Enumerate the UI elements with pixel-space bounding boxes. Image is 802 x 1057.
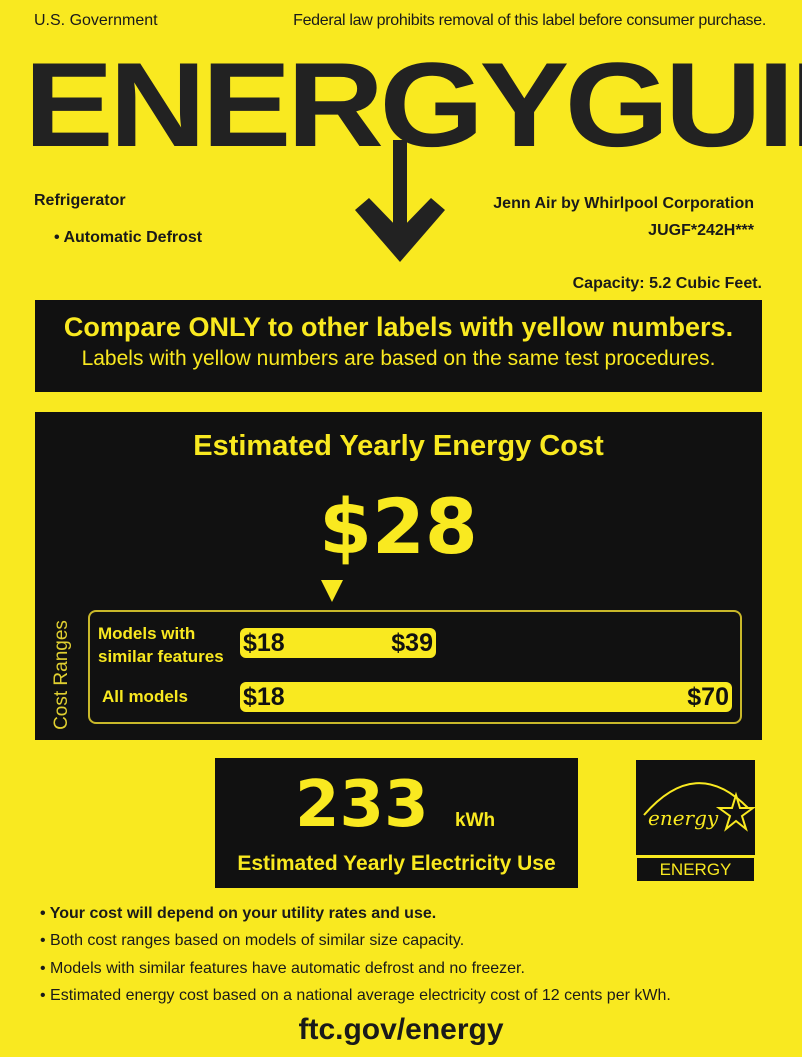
all-models-label: All models [102,687,188,706]
all-range-bar: $18 $70 [240,682,732,712]
note-1: • Your cost will depend on your utility … [40,905,437,922]
energy-star-icon: energy [636,760,755,855]
note-2: • Both cost ranges based on models of si… [40,932,465,949]
note-text: Your cost will depend on your utility ra… [49,905,437,922]
note-text: Both cost ranges based on models of simi… [50,932,465,949]
energy-star-text: ENERGY STAR [636,857,755,902]
compare-subheading: Labels with yellow numbers are based on … [81,347,716,370]
similar-range-bar: $18 $39 [240,628,436,658]
energy-star-logo: energy ENERGY STAR [636,760,755,902]
similar-label-2: similar features [98,647,224,666]
feature-text: Automatic Defrost [63,229,203,246]
cost-ranges-label: Cost Ranges [50,620,72,730]
note-3: • Models with similar features have auto… [40,960,525,977]
compare-heading: Compare ONLY to other labels with yellow… [63,312,734,342]
product-type: Refrigerator [34,192,126,209]
electricity-panel: 233 kWh Estimated Yearly Electricity Use [215,758,578,888]
similar-label-1: Models with [98,624,196,643]
cost-title: Estimated Yearly Energy Cost [193,430,604,462]
similar-models-label: Models with similar features [98,622,224,668]
all-min: $18 [243,682,285,711]
kwh-value: 233 [295,768,429,842]
note-text: Estimated energy cost based on a nationa… [50,987,671,1004]
all-max: $70 [687,682,729,711]
energy-script: energy [648,806,719,830]
electricity-label: Estimated Yearly Electricity Use [237,852,556,875]
yearly-cost: $28 [319,482,478,571]
capacity: Capacity: 5.2 Cubic Feet. [572,275,762,292]
model-number: JUGF*242H*** [648,222,754,239]
note-4: • Estimated energy cost based on a natio… [40,987,671,1004]
us-government-text: U.S. Government [34,12,158,29]
cost-pointer-icon [321,580,343,602]
similar-min: $18 [243,628,285,657]
federal-law-notice: Federal law prohibits removal of this la… [293,12,766,29]
compare-banner: Compare ONLY to other labels with yellow… [35,300,762,392]
note-text: Models with similar features have automa… [50,960,525,977]
manufacturer: Jenn Air by Whirlpool Corporation [493,195,754,212]
ftc-link[interactable]: ftc.gov/energy [298,1013,504,1046]
cost-panel: Estimated Yearly Energy Cost $28 Cost Ra… [35,412,762,740]
similar-max: $39 [391,628,433,657]
energyguide-title: ENERGYGUIDE [24,38,802,172]
kwh-unit: kWh [455,810,496,831]
product-feature: • Automatic Defrost [54,229,203,246]
cost-ranges: Models with similar features $18 $39 All m… [88,610,742,724]
down-arrow-icon [355,140,445,262]
